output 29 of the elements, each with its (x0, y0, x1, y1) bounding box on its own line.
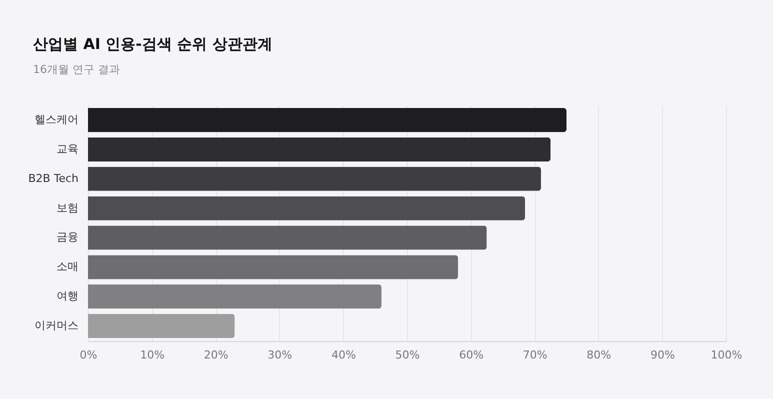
bar (88, 108, 566, 132)
bar (88, 314, 235, 338)
y-tick-label: 보험 (56, 201, 78, 214)
bar (88, 226, 487, 250)
y-tick-label: 이커머스 (34, 318, 78, 332)
x-tick-label: 10% (140, 348, 165, 362)
y-tick-label: 교육 (56, 142, 78, 156)
x-tick-label: 30% (268, 348, 292, 362)
y-tick-label: B2B Tech (28, 172, 79, 185)
x-tick-label: 70% (522, 348, 548, 362)
y-tick-label: 헬스케어 (34, 113, 78, 126)
x-tick-label: 90% (650, 348, 675, 362)
chart-subtitle: 16개월 연구 결과 (33, 63, 120, 76)
bar (88, 284, 382, 309)
x-tick-label: 40% (331, 348, 356, 362)
bar (88, 166, 541, 191)
x-tick-label: 0% (80, 348, 98, 362)
x-tick-label: 100% (710, 348, 742, 362)
x-tick-label: 60% (459, 348, 484, 362)
x-tick-label: 80% (586, 348, 612, 362)
bar (88, 196, 526, 220)
x-tick-label: 20% (204, 348, 228, 362)
y-tick-label: 금융 (56, 230, 78, 244)
chart-title: 산업별 AI 인용-검색 순위 상관관계 (33, 35, 272, 53)
y-tick-label: 여행 (56, 290, 78, 303)
bar (88, 255, 458, 280)
y-tick-label: 소매 (56, 260, 78, 274)
x-tick-label: 50% (395, 348, 420, 362)
bar (88, 137, 551, 162)
